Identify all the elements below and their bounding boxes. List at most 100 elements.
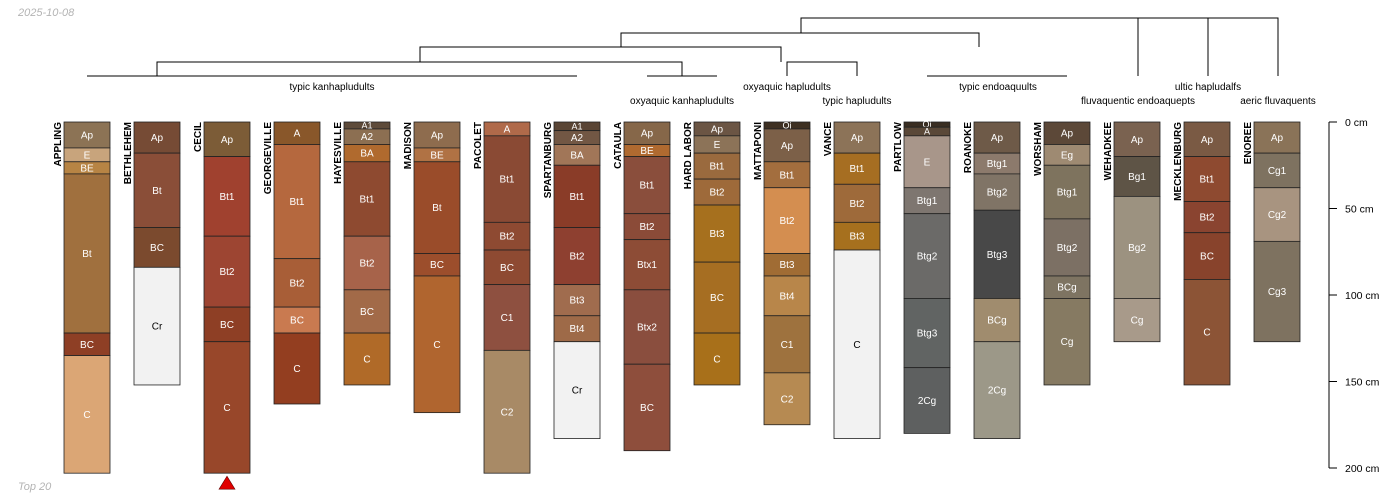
- horizon-label: C2: [781, 394, 794, 405]
- profile-name: WORSHAM: [1033, 122, 1044, 176]
- profile-name: GEORGEVILLE: [263, 122, 274, 195]
- horizon-band: [973, 121, 1021, 154]
- horizon-label: Cg1: [1268, 166, 1287, 177]
- horizon-band: [1043, 298, 1091, 386]
- horizon-label: Ap: [1131, 135, 1144, 146]
- horizon-band: [273, 306, 321, 334]
- taxonomy-labels: typic kanhapludults oxyaquic kanhapludult…: [289, 82, 1315, 107]
- horizon-label: Btg1: [1057, 188, 1078, 199]
- horizon-label: Ap: [221, 135, 234, 146]
- horizon-band: [483, 349, 531, 474]
- profile-name: ENOREE: [1243, 122, 1254, 165]
- taxonomy-label: fluvaquentic endoaquepts: [1081, 96, 1195, 107]
- horizon-band: [1113, 121, 1161, 157]
- profile-name: MATTAPONI: [753, 122, 764, 180]
- horizon-label: BC: [500, 263, 514, 274]
- profile-bethlehem: BETHLEHEM Ap Bt BC Cr: [123, 121, 181, 386]
- horizon-label: BC: [710, 293, 724, 304]
- horizon-band: [903, 298, 951, 369]
- horizon-label: Bg1: [1128, 172, 1146, 183]
- horizon-label: Oi: [923, 120, 932, 130]
- profile-appling: APPLING Ap E BE Bt BC C: [53, 121, 111, 474]
- horizon-band: [133, 227, 181, 268]
- horizon-label: Cr: [152, 322, 163, 333]
- horizon-band: [973, 298, 1021, 343]
- horizon-label: BE: [80, 163, 94, 174]
- horizon-label: Bt: [432, 203, 442, 214]
- horizon-band: [1183, 279, 1231, 386]
- profile-name: PACOLET: [473, 122, 484, 169]
- taxonomy-label: ultic hapludalfs: [1175, 82, 1241, 93]
- horizon-label: BC: [360, 307, 374, 318]
- horizon-label: Ap: [1271, 133, 1284, 144]
- profile-name: MECKLENBURG: [1173, 122, 1184, 201]
- profile-name: BETHLEHEM: [123, 122, 134, 184]
- horizon-label: Bt2: [359, 258, 374, 269]
- horizon-label: Bt: [82, 249, 92, 260]
- horizon-label: Cg: [1061, 337, 1074, 348]
- profile-madison: MADISON Ap BE Bt BC C: [403, 121, 461, 414]
- horizon-label: Cg2: [1268, 210, 1287, 221]
- axis-tick-label: 100 cm: [1345, 290, 1380, 302]
- horizon-label: C: [293, 364, 300, 375]
- horizon-label: Cr: [572, 386, 583, 397]
- horizon-label: Bt2: [499, 232, 514, 243]
- horizon-band: [973, 173, 1021, 211]
- horizon-label: Bg2: [1128, 243, 1146, 254]
- profile-enoree: ENOREE Ap Cg1 Cg2 Cg3: [1243, 121, 1301, 343]
- horizon-label: Bt1: [219, 192, 234, 203]
- horizon-label: Btg1: [987, 159, 1008, 170]
- horizon-label: C1: [781, 340, 794, 351]
- horizon-label: BC: [80, 340, 94, 351]
- horizon-band: [763, 372, 811, 426]
- horizon-label: 2Cg: [988, 386, 1006, 397]
- horizon-label: Bt4: [569, 324, 584, 335]
- horizon-band: [623, 289, 671, 365]
- horizon-label: Bt2: [639, 222, 654, 233]
- depth-marker-triangle: [218, 475, 236, 490]
- profile-wehadkee: WEHADKEE Ap Bg1 Bg2 Cg: [1103, 121, 1161, 343]
- horizon-band: [343, 235, 391, 291]
- profile-spartanburg: SPARTANBURG A1 A2 BA Bt1 Bt2 Bt3 Bt4 Cr: [543, 121, 601, 439]
- horizon-label: Ap: [151, 133, 164, 144]
- taxonomy-label: typic hapludults: [823, 96, 892, 107]
- horizon-label: BCg: [1057, 283, 1076, 294]
- horizon-label: C: [1203, 328, 1210, 339]
- horizon-band: [1183, 201, 1231, 234]
- horizon-label: Bt1: [359, 194, 374, 205]
- horizon-band: [1253, 121, 1301, 154]
- horizon-band: [343, 332, 391, 386]
- horizon-band: [693, 152, 741, 180]
- horizon-label: A1: [361, 121, 372, 131]
- horizon-label: C: [363, 355, 370, 366]
- horizon-label: Bt1: [499, 175, 514, 186]
- horizon-band: [1253, 187, 1301, 242]
- horizon-label: BC: [640, 403, 654, 414]
- horizon-label: Bt2: [779, 216, 794, 227]
- horizon-label: BA: [360, 149, 374, 160]
- axis-tick-label: 50 cm: [1345, 204, 1374, 216]
- horizon-label: Ap: [851, 133, 864, 144]
- horizon-band: [903, 367, 951, 434]
- horizon-label: BC: [290, 316, 304, 327]
- horizon-label: Ap: [431, 130, 444, 141]
- horizon-label: Ap: [781, 141, 794, 152]
- horizon-band: [763, 275, 811, 317]
- horizon-band: [833, 221, 881, 251]
- horizon-band: [693, 178, 741, 206]
- horizon-label: C: [433, 340, 440, 351]
- horizon-band: [623, 363, 671, 452]
- horizon-band: [133, 266, 181, 386]
- horizon-label: Ap: [641, 129, 654, 140]
- horizon-band: [343, 289, 391, 334]
- horizon-band: [1113, 156, 1161, 197]
- horizon-label: Bt4: [779, 291, 794, 302]
- horizon-label: C2: [501, 407, 514, 418]
- axis-tick-label: 200 cm: [1345, 463, 1380, 475]
- horizon-label: A: [504, 124, 511, 135]
- horizon-band: [413, 161, 461, 254]
- horizon-label: E: [924, 157, 931, 168]
- horizon-label: A1: [571, 121, 582, 131]
- horizon-band: [973, 209, 1021, 299]
- horizon-band: [343, 161, 391, 237]
